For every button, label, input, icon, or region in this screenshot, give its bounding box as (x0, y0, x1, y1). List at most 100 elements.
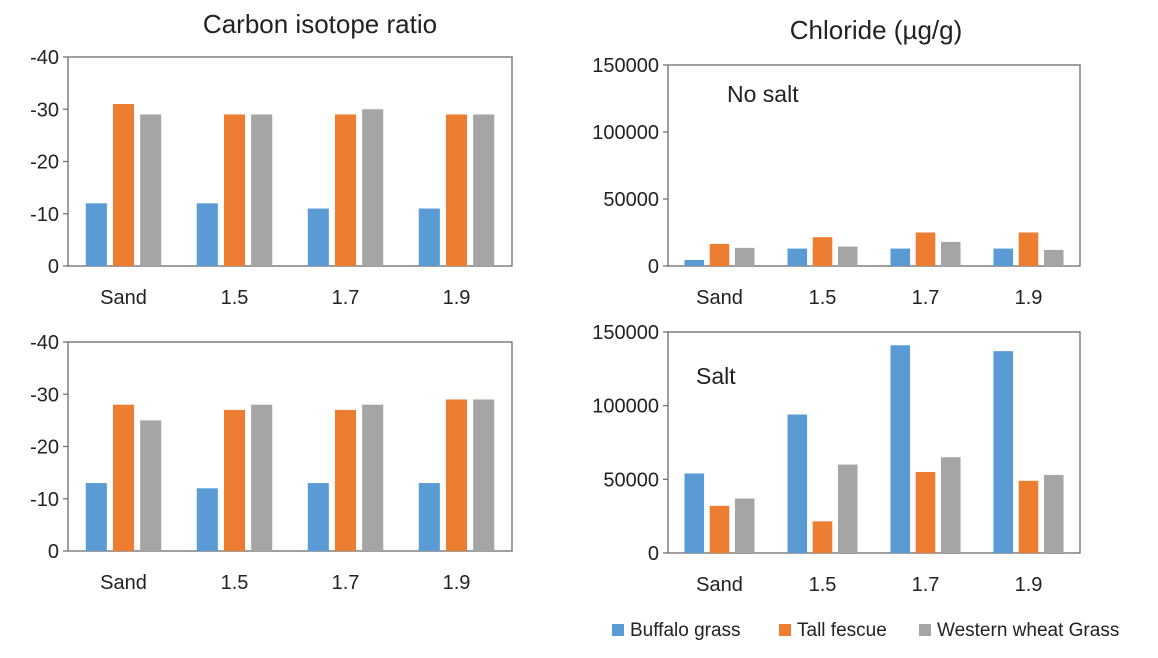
bar-western-wheat-grass (251, 114, 273, 266)
bar-buffalo-grass (418, 483, 440, 551)
plot-frame (667, 64, 1081, 267)
bar-tall-fescue (112, 104, 135, 267)
y-tick-label: 100000 (592, 396, 659, 418)
bar-western-wheat-grass (1043, 474, 1064, 553)
bar-western-wheat-grass (362, 404, 384, 551)
bar-western-wheat-grass (362, 109, 384, 266)
bar-western-wheat-grass (940, 457, 961, 553)
bar-buffalo-grass (787, 248, 808, 266)
chart-annotation: No salt (727, 81, 799, 107)
x-category-label: 1.7 (332, 287, 360, 309)
x-category-label: Sand (696, 287, 743, 309)
bar-buffalo-grass (85, 483, 107, 551)
y-tick-label: 0 (648, 543, 659, 565)
y-tick-label: 150000 (592, 55, 659, 77)
chart-panel-chloride-salt: Salt 150000 100000 50000 0 Sand 1.5 1.7 1.9 (592, 322, 1081, 596)
y-tick-label: -30 (30, 384, 59, 406)
y-tick-label: -30 (30, 99, 59, 121)
bar-tall-fescue (223, 409, 246, 551)
bar-western-wheat-grass (837, 246, 858, 266)
bar-tall-fescue (445, 399, 468, 551)
plot-frame (67, 56, 513, 267)
bar-western-wheat-grass (473, 114, 495, 266)
x-category-label: Sand (100, 572, 147, 594)
x-category-label: 1.5 (221, 572, 249, 594)
y-tick-label: 0 (48, 256, 59, 278)
y-tick-label: -40 (30, 332, 59, 354)
y-tick-label: -10 (30, 489, 59, 511)
bar-buffalo-grass (787, 414, 808, 553)
x-category-label: 1.7 (332, 572, 360, 594)
plot-frame (67, 341, 513, 552)
x-category-label: Sand (100, 287, 147, 309)
bar-tall-fescue (334, 114, 357, 266)
plot-frame (667, 331, 1081, 554)
chart-annotation: Salt (696, 363, 736, 389)
x-category-label: 1.5 (221, 287, 249, 309)
bar-buffalo-grass (684, 473, 705, 553)
bar-western-wheat-grass (734, 247, 755, 266)
bar-western-wheat-grass (473, 399, 495, 551)
bar-buffalo-grass (890, 248, 911, 266)
legend-label: Western wheat Grass (937, 620, 1119, 641)
bar-buffalo-grass (307, 208, 329, 266)
bar-western-wheat-grass (837, 464, 858, 553)
bar-western-wheat-grass (140, 114, 162, 266)
bar-tall-fescue (1018, 480, 1039, 553)
x-category-label: 1.9 (443, 572, 471, 594)
x-category-label: 1.9 (1015, 574, 1043, 596)
legend-swatch (612, 624, 624, 636)
bar-buffalo-grass (196, 203, 218, 266)
legend-swatch (779, 624, 791, 636)
y-tick-label: -10 (30, 204, 59, 226)
bar-tall-fescue (709, 505, 730, 553)
bar-tall-fescue (112, 404, 135, 551)
bar-tall-fescue (915, 232, 936, 266)
bar-western-wheat-grass (1043, 249, 1064, 266)
bar-tall-fescue (709, 243, 730, 266)
bar-buffalo-grass (85, 203, 107, 266)
y-tick-label: 50000 (603, 469, 659, 491)
bar-buffalo-grass (418, 208, 440, 266)
bar-buffalo-grass (684, 259, 705, 266)
y-tick-label: -40 (30, 47, 59, 69)
bar-tall-fescue (812, 521, 833, 553)
bar-tall-fescue (812, 237, 833, 266)
x-category-label: 1.9 (443, 287, 471, 309)
y-tick-label: 100000 (592, 122, 659, 144)
x-category-label: 1.5 (809, 287, 837, 309)
x-category-label: 1.7 (912, 574, 940, 596)
legend-swatch (919, 624, 931, 636)
chart-panel-chloride-no-salt: Chloride (µg/g) No salt 150000 100000 50000 0… (592, 15, 1081, 309)
bar-tall-fescue (223, 114, 246, 266)
bar-buffalo-grass (307, 483, 329, 551)
bar-tall-fescue (915, 471, 936, 553)
bar-tall-fescue (1018, 232, 1039, 266)
y-tick-label: 150000 (592, 322, 659, 344)
y-tick-label: -20 (30, 152, 59, 174)
x-category-label: 1.7 (912, 287, 940, 309)
legend-label: Buffalo grass (630, 620, 741, 641)
bar-buffalo-grass (993, 248, 1014, 266)
x-category-label: Sand (696, 574, 743, 596)
bar-western-wheat-grass (251, 404, 273, 551)
chart-panel-carbon-salt: -40 -30 -20 -10 0 Sand 1.5 1.7 1.9 (30, 332, 513, 594)
bar-buffalo-grass (196, 488, 218, 551)
chart-title: Chloride (µg/g) (790, 15, 963, 45)
bar-buffalo-grass (993, 351, 1014, 553)
chart-panel-carbon-no-salt: Carbon isotope ratio -40 -30 -20 -10 0 Sand 1.5… (30, 9, 513, 309)
x-category-label: 1.9 (1015, 287, 1043, 309)
y-tick-label: -20 (30, 437, 59, 459)
bar-buffalo-grass (890, 345, 911, 553)
x-category-label: 1.5 (809, 574, 837, 596)
y-tick-label: 0 (48, 541, 59, 563)
y-tick-label: 50000 (603, 189, 659, 211)
legend: Buffalo grass Tall fescue Western wheat Gr… (612, 620, 1119, 641)
bar-western-wheat-grass (734, 498, 755, 553)
bar-tall-fescue (445, 114, 468, 266)
bar-western-wheat-grass (940, 241, 961, 266)
chart-title: Carbon isotope ratio (203, 9, 437, 39)
bar-tall-fescue (334, 409, 357, 551)
bar-western-wheat-grass (140, 420, 162, 551)
